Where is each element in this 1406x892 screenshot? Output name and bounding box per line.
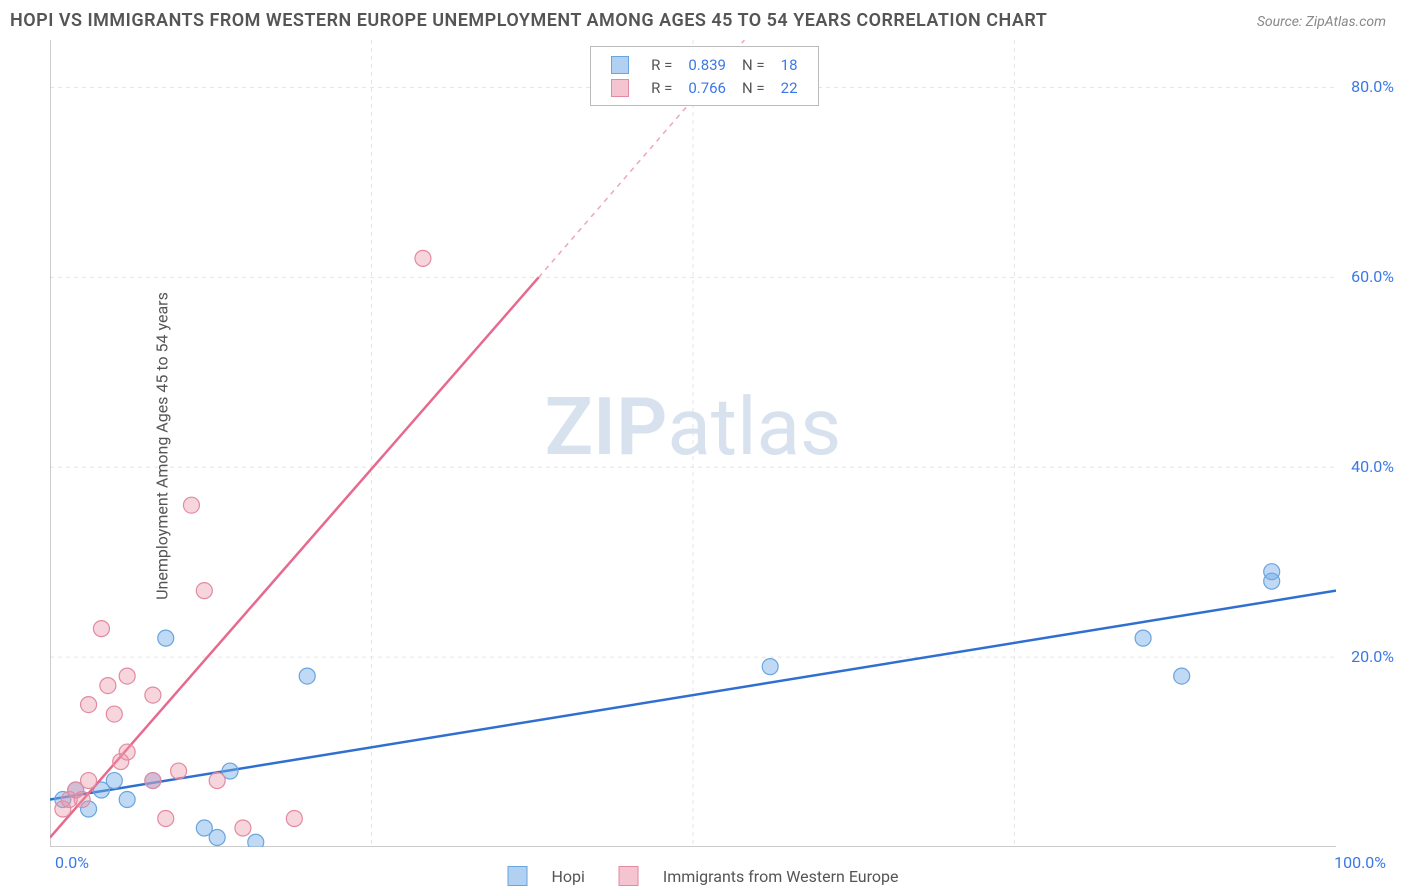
legend-r-value: 0.839 [680, 53, 734, 76]
square-icon [611, 56, 629, 74]
legend-n-value: 22 [773, 76, 806, 99]
y-axis-tick: 60.0% [1351, 267, 1394, 286]
x-axis-tick-min: 0.0% [55, 853, 89, 872]
source-text: Source: ZipAtlas.com [1257, 14, 1386, 30]
legend-row-hopi: R = 0.839 N = 18 [603, 53, 805, 76]
y-axis-tick: 20.0% [1351, 647, 1394, 666]
legend-top: R = 0.839 N = 18 R = 0.766 N = 22 [590, 46, 818, 106]
y-axis-tick: 40.0% [1351, 457, 1394, 476]
square-icon [508, 866, 528, 886]
legend-r-label: R = [643, 76, 680, 99]
legend-label-immigrants: Immigrants from Western Europe [663, 867, 899, 886]
chart-area: ZIPatlas R = 0.839 N = 18 R = 0.766 N = … [50, 40, 1336, 847]
y-axis-tick: 80.0% [1351, 77, 1394, 96]
legend-r-label: R = [643, 53, 680, 76]
legend-n-label: N = [734, 76, 773, 99]
chart-title: HOPI VS IMMIGRANTS FROM WESTERN EUROPE U… [10, 10, 1047, 31]
legend-row-immigrants: R = 0.766 N = 22 [603, 76, 805, 99]
legend-n-label: N = [734, 53, 773, 76]
square-icon [611, 79, 629, 97]
legend-bottom: Hopi Immigrants from Western Europe [498, 865, 909, 886]
legend-table: R = 0.839 N = 18 R = 0.766 N = 22 [603, 53, 805, 99]
legend-label-hopi: Hopi [551, 867, 584, 886]
legend-r-value: 0.766 [680, 76, 734, 99]
square-icon [619, 866, 639, 886]
x-axis-tick-max: 100.0% [1334, 853, 1386, 872]
legend-n-value: 18 [773, 53, 806, 76]
scatter-plot-svg [50, 40, 1336, 847]
